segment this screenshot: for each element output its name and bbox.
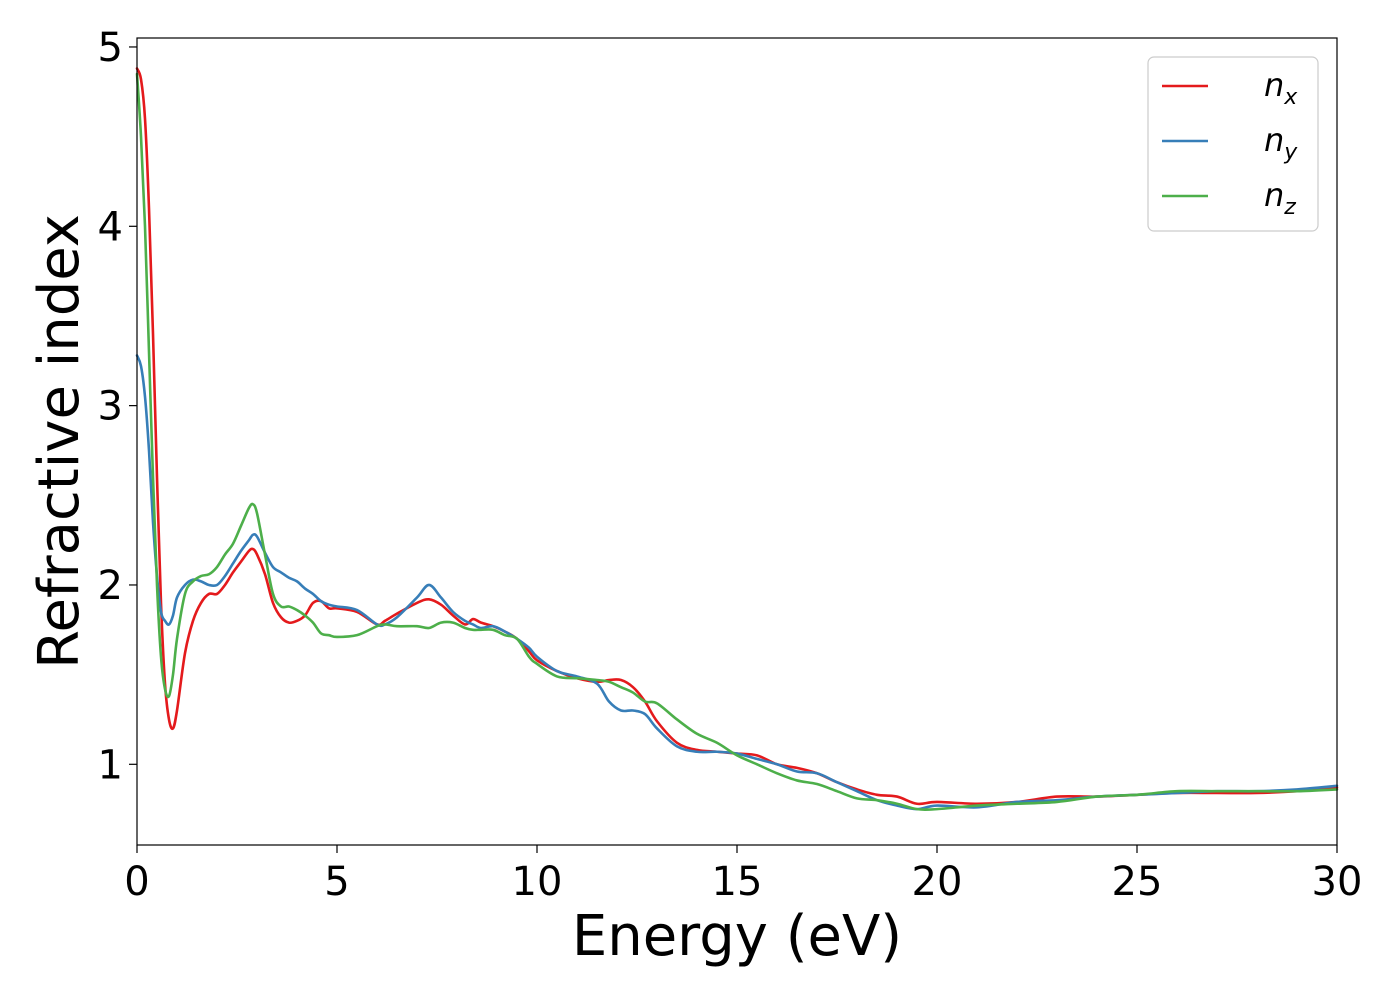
x-tick-label: 25 bbox=[1112, 859, 1163, 905]
y-tick-label: 5 bbox=[98, 25, 123, 71]
legend-label-subscript: x bbox=[1283, 85, 1298, 110]
legend-label-base: n bbox=[1264, 176, 1284, 214]
legend-label-subscript: y bbox=[1283, 140, 1298, 165]
series-line-nz bbox=[135, 72, 1339, 811]
series-line-nx bbox=[135, 67, 1339, 806]
legend-box bbox=[1147, 56, 1319, 232]
x-tick-label: 15 bbox=[712, 859, 763, 905]
legend-label-base: n bbox=[1264, 66, 1284, 104]
legend-label-nx: nx bbox=[1264, 66, 1298, 110]
y-tick-label: 3 bbox=[98, 384, 123, 430]
legend-label-base: n bbox=[1264, 121, 1284, 159]
x-tick-label: 10 bbox=[512, 859, 563, 905]
x-axis-ticks: 0 5 10 15 20 25 30 bbox=[124, 845, 1362, 905]
x-tick-label: 30 bbox=[1312, 859, 1363, 905]
y-axis-label: Refractive index bbox=[27, 214, 92, 669]
x-tick-label: 20 bbox=[912, 859, 963, 905]
y-axis-ticks: 1 2 3 4 5 bbox=[98, 25, 137, 788]
x-tick-label: 5 bbox=[324, 859, 349, 905]
series-layer bbox=[135, 67, 1339, 811]
x-axis-label: Energy (eV) bbox=[572, 904, 902, 969]
x-tick-label: 0 bbox=[124, 859, 149, 905]
y-tick-label: 4 bbox=[98, 204, 123, 250]
legend-label-ny: ny bbox=[1264, 121, 1298, 165]
y-tick-label: 1 bbox=[98, 742, 123, 788]
legend-label-nz: nz bbox=[1264, 176, 1296, 220]
legend-label-subscript: z bbox=[1283, 195, 1296, 220]
y-tick-label: 2 bbox=[98, 563, 123, 609]
